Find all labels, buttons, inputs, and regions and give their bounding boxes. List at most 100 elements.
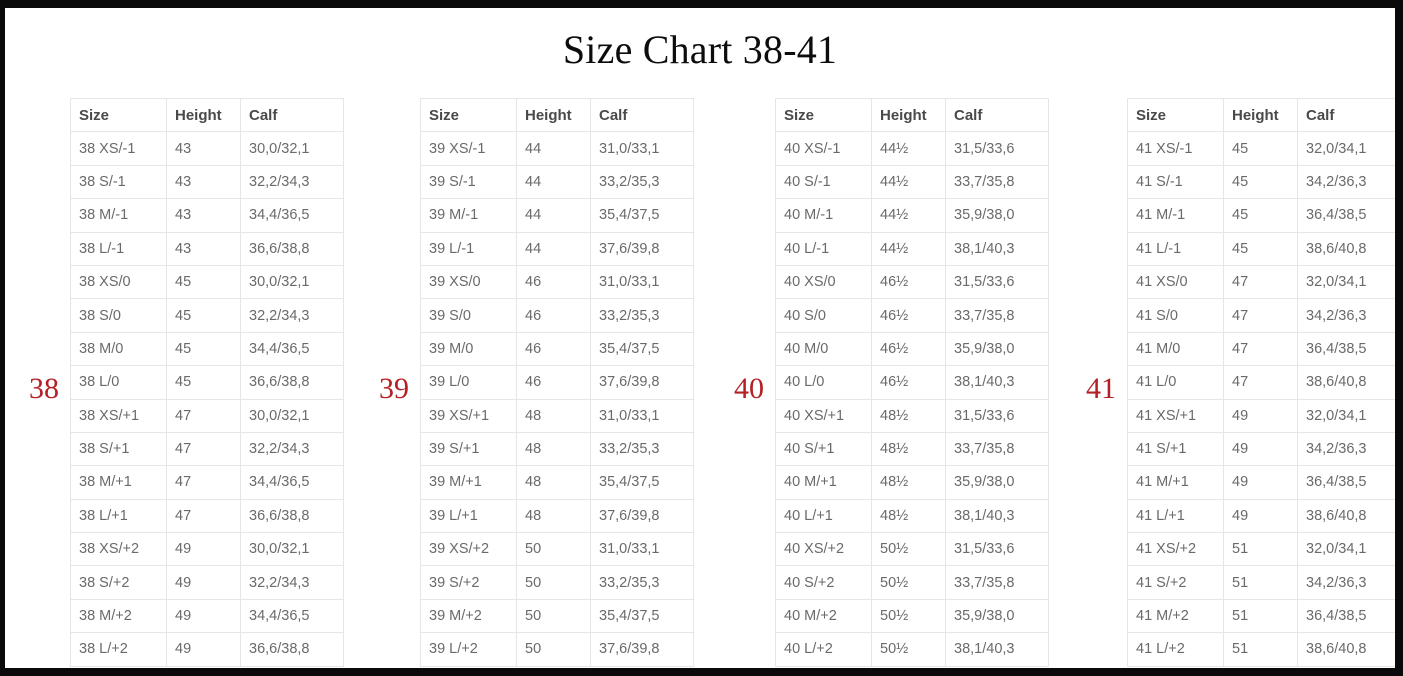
cell-size: 38 XS/+1 xyxy=(70,398,167,433)
table-row: 40 L/+2 50½ 38,1/40,3 xyxy=(775,632,1049,667)
cell-size: 41 XS/+1 xyxy=(1127,398,1224,433)
cell-size: 39 M/+1 xyxy=(420,465,517,500)
cell-size: 38 S/-1 xyxy=(70,164,167,200)
cell-size: 39 XS/0 xyxy=(420,264,517,300)
cell-calf: 31,0/33,1 xyxy=(590,131,694,166)
cell-size: 40 S/+1 xyxy=(775,431,872,467)
table-row: 40 M/+2 50½ 35,9/38,0 xyxy=(775,598,1049,634)
cell-height: 49 xyxy=(1223,465,1298,500)
cell-size: 39 XS/+2 xyxy=(420,532,517,567)
cell-height: 47 xyxy=(1223,331,1298,367)
cell-size: 39 M/+2 xyxy=(420,598,517,634)
cell-calf: 34,4/36,5 xyxy=(240,465,344,500)
cell-size: 40 L/0 xyxy=(775,365,872,400)
cell-calf: 32,2/34,3 xyxy=(240,565,344,600)
cell-height: 49 xyxy=(1223,498,1298,534)
column-header-calf: Calf xyxy=(945,97,1049,133)
cell-height: 48½ xyxy=(871,498,946,534)
table-row: 38 S/+1 47 32,2/34,3 xyxy=(70,431,344,467)
cell-size: 40 M/+2 xyxy=(775,598,872,634)
size-group-badge-41: 41 xyxy=(1086,372,1116,405)
cell-size: 40 L/-1 xyxy=(775,231,872,266)
column-header-calf: Calf xyxy=(590,97,694,133)
size-table-block-40: 40 Size Height Calf 40 XS/-1 44½ 31,5/33,6 40 S… xyxy=(723,97,1049,668)
cell-calf: 33,2/35,3 xyxy=(590,565,694,600)
table-header-row: Size Height Calf xyxy=(1127,97,1395,133)
cell-size: 39 M/0 xyxy=(420,331,517,367)
column-header-height: Height xyxy=(516,97,591,133)
table-row: 40 S/+1 48½ 33,7/35,8 xyxy=(775,431,1049,467)
cell-calf: 36,4/38,5 xyxy=(1297,198,1395,233)
table-row: 38 L/0 45 36,6/38,8 xyxy=(70,365,344,400)
cell-size: 40 M/0 xyxy=(775,331,872,367)
table-row: 38 XS/+1 47 30,0/32,1 xyxy=(70,398,344,433)
cell-calf: 31,5/33,6 xyxy=(945,131,1049,166)
cell-height: 45 xyxy=(166,365,241,400)
cell-height: 43 xyxy=(166,198,241,233)
cell-calf: 34,4/36,5 xyxy=(240,331,344,367)
size-chart-page: Size Chart 38-41 38 Size Height Calf 38 XS/-… xyxy=(5,8,1395,668)
cell-calf: 31,0/33,1 xyxy=(590,264,694,300)
table-row: 38 XS/0 45 30,0/32,1 xyxy=(70,264,344,300)
cell-height: 47 xyxy=(166,465,241,500)
page-title: Size Chart 38-41 xyxy=(562,27,838,72)
table-header-row: Size Height Calf xyxy=(70,97,344,133)
cell-height: 44½ xyxy=(871,231,946,266)
cell-calf: 33,2/35,3 xyxy=(590,164,694,200)
table-row: 40 S/-1 44½ 33,7/35,8 xyxy=(775,164,1049,200)
cell-height: 48 xyxy=(516,498,591,534)
cell-size: 40 XS/+1 xyxy=(775,398,872,433)
cell-size: 41 L/+2 xyxy=(1127,632,1224,667)
cell-calf: 38,6/40,8 xyxy=(1297,365,1395,400)
cell-height: 49 xyxy=(1223,431,1298,467)
column-header-size: Size xyxy=(70,97,167,133)
cell-size: 40 L/+2 xyxy=(775,632,872,667)
cell-calf: 30,0/32,1 xyxy=(240,532,344,567)
table-row: 39 S/0 46 33,2/35,3 xyxy=(420,298,694,333)
cell-height: 45 xyxy=(1223,198,1298,233)
cell-height: 46 xyxy=(516,298,591,333)
cell-calf: 30,0/32,1 xyxy=(240,398,344,433)
cell-calf: 35,9/38,0 xyxy=(945,598,1049,634)
size-table-39: Size Height Calf 39 XS/-1 44 31,0/33,1 39 S/-1… xyxy=(420,97,694,667)
cell-height: 43 xyxy=(166,231,241,266)
table-row: 39 S/+2 50 33,2/35,3 xyxy=(420,565,694,600)
table-row: 40 XS/+2 50½ 31,5/33,6 xyxy=(775,532,1049,567)
cell-calf: 31,0/33,1 xyxy=(590,532,694,567)
cell-height: 46½ xyxy=(871,365,946,400)
table-row: 38 XS/-1 43 30,0/32,1 xyxy=(70,131,344,166)
cell-height: 48½ xyxy=(871,431,946,467)
cell-height: 50 xyxy=(516,632,591,667)
cell-calf: 36,4/38,5 xyxy=(1297,331,1395,367)
cell-calf: 36,4/38,5 xyxy=(1297,598,1395,634)
size-table-block-41: 41 Size Height Calf 41 XS/-1 45 32,0/34,1 41 S/… xyxy=(1075,97,1395,668)
cell-height: 50½ xyxy=(871,598,946,634)
cell-height: 48½ xyxy=(871,398,946,433)
size-tables-container: 38 Size Height Calf 38 XS/-1 43 30,0/32,1 38 S/… xyxy=(5,97,1395,668)
cell-size: 38 S/0 xyxy=(70,298,167,333)
cell-height: 49 xyxy=(166,565,241,600)
cell-calf: 34,2/36,3 xyxy=(1297,565,1395,600)
table-row: 39 L/+2 50 37,6/39,8 xyxy=(420,632,694,667)
cell-calf: 32,2/34,3 xyxy=(240,164,344,200)
cell-calf: 38,6/40,8 xyxy=(1297,632,1395,667)
size-group-badge-39: 39 xyxy=(379,372,409,405)
size-group-badge-38: 38 xyxy=(29,372,59,405)
cell-size: 41 M/-1 xyxy=(1127,198,1224,233)
cell-calf: 36,6/38,8 xyxy=(240,498,344,534)
cell-calf: 38,1/40,3 xyxy=(945,231,1049,266)
size-table-41: Size Height Calf 41 XS/-1 45 32,0/34,1 41 S/-1… xyxy=(1127,97,1395,667)
cell-size: 39 L/+2 xyxy=(420,632,517,667)
cell-calf: 35,9/38,0 xyxy=(945,331,1049,367)
cell-height: 46 xyxy=(516,331,591,367)
table-row: 40 L/+1 48½ 38,1/40,3 xyxy=(775,498,1049,534)
cell-size: 39 S/+2 xyxy=(420,565,517,600)
table-row: 41 S/+1 49 34,2/36,3 xyxy=(1127,431,1395,467)
cell-calf: 31,5/33,6 xyxy=(945,264,1049,300)
cell-height: 49 xyxy=(166,632,241,667)
cell-size: 39 XS/-1 xyxy=(420,131,517,166)
cell-height: 44½ xyxy=(871,164,946,200)
cell-size: 38 M/+1 xyxy=(70,465,167,500)
cell-calf: 34,4/36,5 xyxy=(240,198,344,233)
